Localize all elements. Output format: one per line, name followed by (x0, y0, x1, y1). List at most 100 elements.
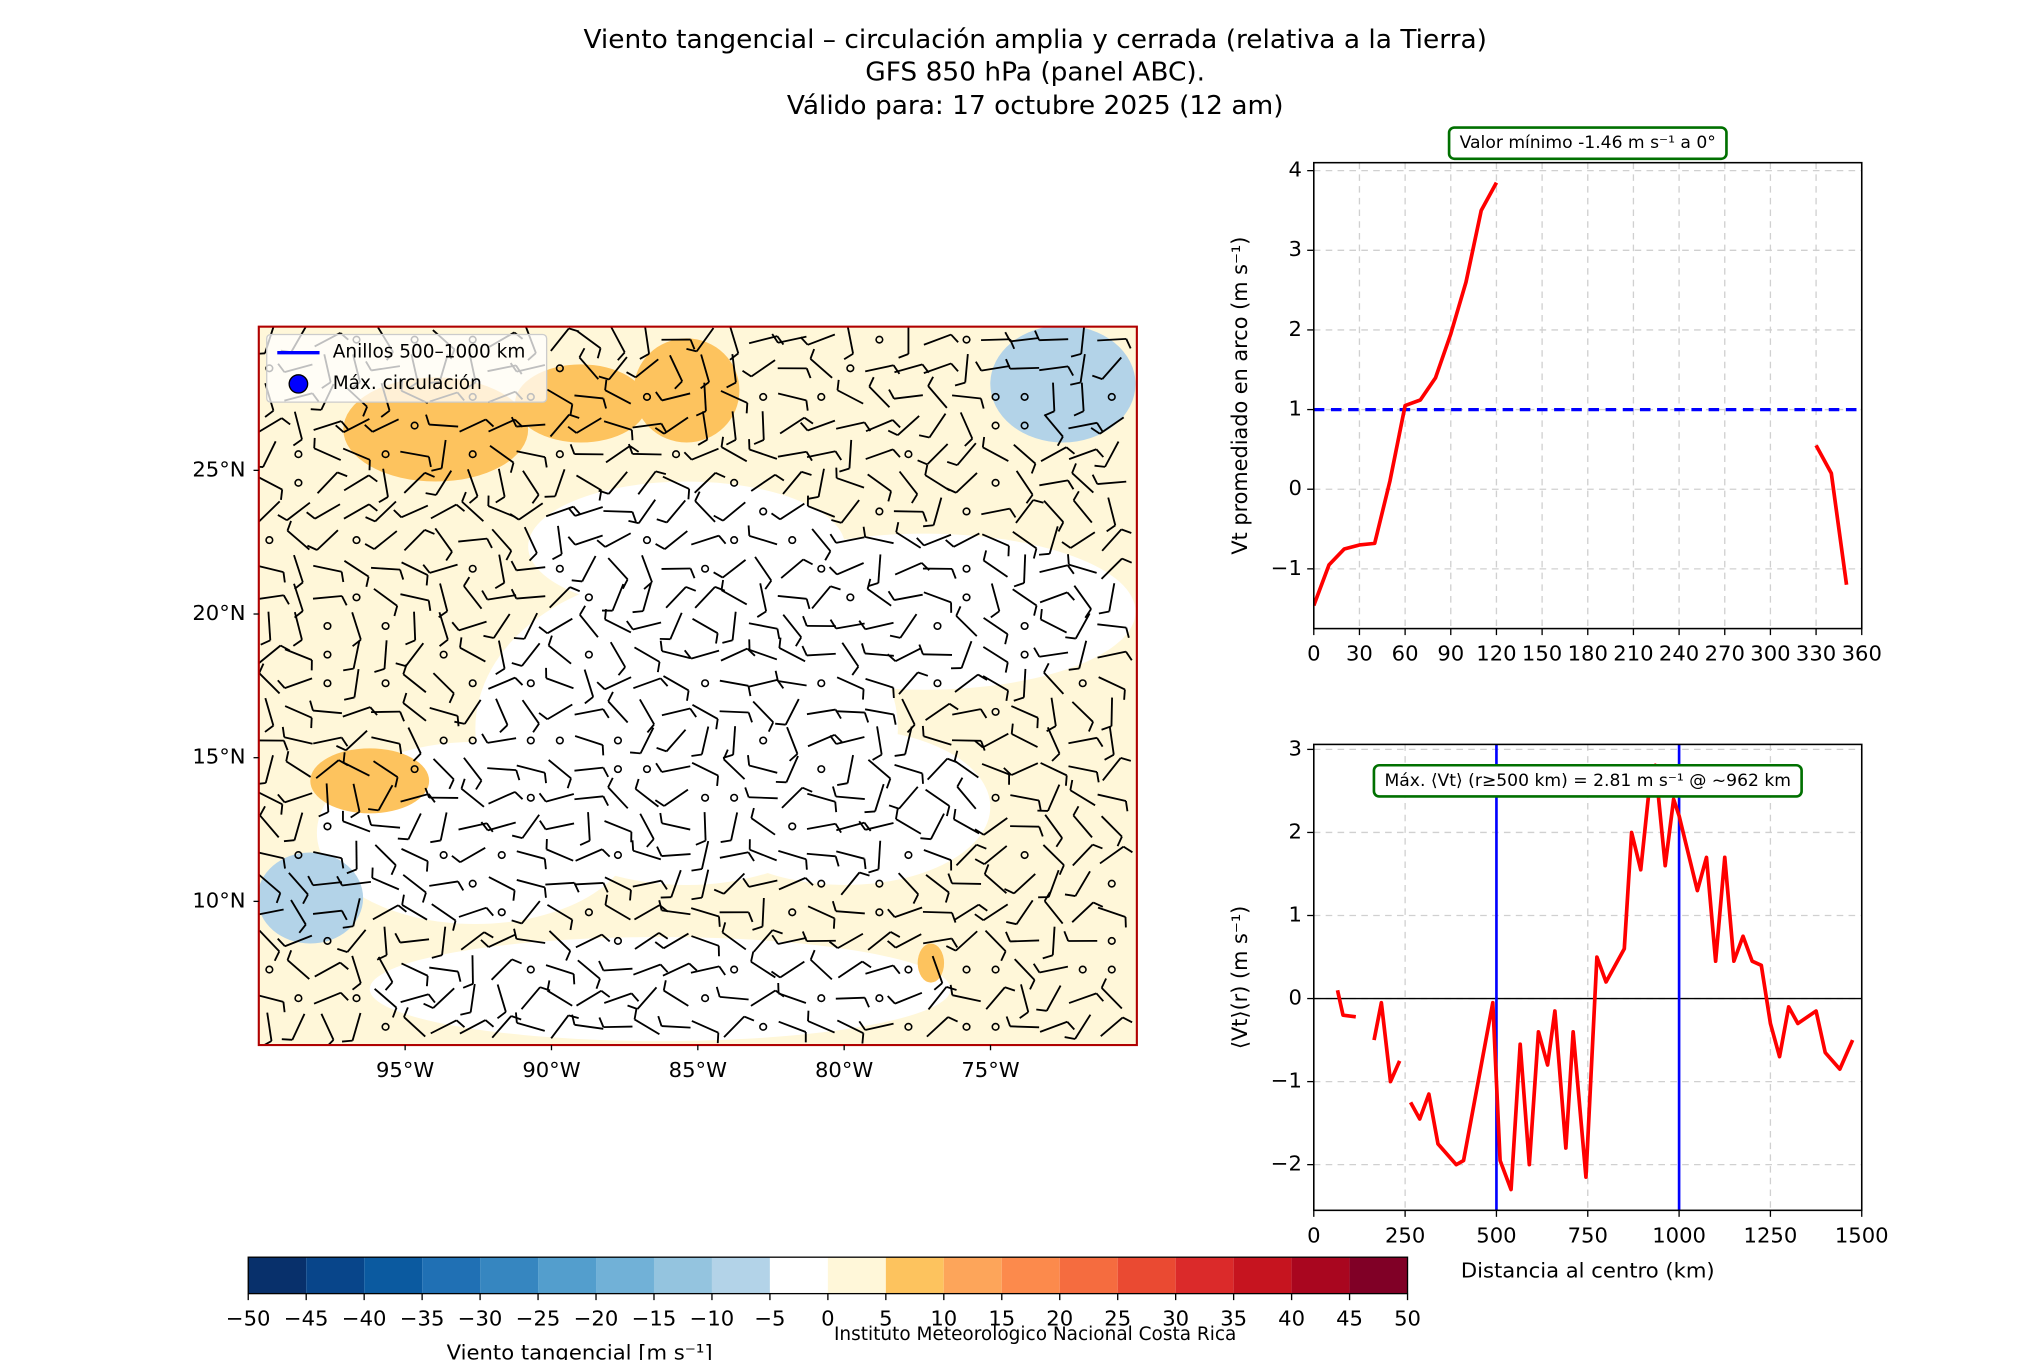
wind-barb (807, 419, 836, 432)
wind-barb-feather (715, 633, 719, 644)
wind-barb-feather (863, 997, 870, 1008)
wind-barb (498, 554, 506, 583)
wind-barb (400, 993, 429, 1004)
wind-barb (691, 1020, 719, 1034)
wind-barb (661, 765, 691, 773)
wind-barb-feather (571, 1014, 576, 1026)
wind-barb-feather (602, 398, 607, 409)
wind-barb (923, 333, 952, 346)
wind-barb-feather (336, 745, 347, 752)
wind-barb-feather (260, 639, 271, 646)
wind-barb (923, 533, 952, 547)
wind-barb-feather (280, 489, 284, 500)
wind-barb (1074, 1014, 1092, 1040)
wind-barb (1068, 736, 1098, 745)
wind-barb (608, 356, 628, 381)
colorbar-segment (653, 1257, 712, 1294)
wind-barb-feather (974, 858, 985, 865)
wind-barb-feather (830, 585, 841, 591)
calm-marker (642, 536, 652, 545)
wind-barb (1010, 366, 1040, 370)
wind-barb-feather (892, 364, 901, 375)
wind-barb (836, 850, 865, 860)
wind-barb-feather (485, 418, 495, 428)
field-patch (310, 748, 430, 814)
colorbar-tick-label: 10 (930, 1307, 957, 1331)
wind-barb (663, 989, 689, 1007)
wind-barb (1015, 899, 1034, 925)
wind-barb (575, 474, 602, 492)
wind-barb-feather (483, 931, 494, 939)
wind-barb-feather (505, 550, 513, 561)
wind-barb (749, 848, 777, 862)
wind-barb-feather (313, 437, 316, 449)
wind-barb (521, 900, 541, 925)
wind-barb (1040, 618, 1068, 634)
wind-barb (610, 326, 626, 353)
field-patch (258, 852, 364, 944)
wind-barb-feather (795, 636, 803, 647)
wind-barb-feather (1104, 753, 1115, 761)
wind-barb (516, 1021, 546, 1032)
wind-barb (460, 931, 485, 951)
x-tick-label: 0 (1307, 642, 1320, 666)
wind-barb (1044, 814, 1063, 839)
wind-barb-feather (832, 918, 836, 929)
wind-barb-feather (829, 735, 838, 745)
wind-barb (1107, 497, 1117, 526)
calm-marker (613, 936, 623, 945)
wind-barb-feather (655, 391, 663, 401)
wind-barb (351, 955, 362, 984)
wind-barb-feather (342, 752, 346, 763)
wind-barb-feather (629, 445, 640, 453)
y-tick-label: −2 (1271, 1152, 1302, 1176)
wind-barb (516, 879, 546, 889)
wind-barb (1097, 337, 1127, 342)
wind-barb-feather (861, 960, 872, 969)
wind-barb-feather (607, 691, 614, 702)
wind-barb-feather (657, 1015, 663, 1027)
wind-barb (325, 783, 330, 813)
calm-marker (323, 679, 332, 688)
wind-barb (835, 996, 865, 1000)
wind-barb (1072, 814, 1093, 838)
calm-marker (642, 392, 652, 401)
wind-barb-feather (695, 839, 706, 846)
colorbar-tick-label: 50 (1394, 1307, 1421, 1331)
wind-barb-feather (688, 962, 698, 972)
wind-barb-feather (858, 820, 867, 831)
wind-barb (1110, 697, 1113, 727)
wind-barb (1039, 338, 1069, 342)
wind-barb-feather (626, 620, 634, 631)
wind-barb-feather (486, 822, 494, 833)
calm-marker (730, 536, 739, 545)
calm-marker (323, 650, 332, 659)
wind-barb-feather (598, 489, 610, 495)
wind-barb-feather (461, 491, 467, 503)
wind-barb (723, 872, 746, 895)
wind-barb (516, 764, 546, 774)
wind-barb-feather (310, 408, 322, 411)
wind-barb-feather (695, 410, 707, 417)
wind-barb (575, 933, 603, 949)
wind-barb (343, 418, 370, 433)
wind-barb (754, 556, 773, 582)
wind-barb-feather (369, 706, 378, 716)
wind-barb-feather (1095, 448, 1105, 458)
wind-barb (924, 474, 951, 492)
wind-barb-feather (912, 893, 920, 904)
wind-barb-feather (802, 615, 808, 627)
wind-barb-feather (1098, 610, 1110, 615)
wind-barb-feather (1029, 979, 1036, 990)
wind-barb (1071, 701, 1094, 723)
wind-barb (546, 703, 573, 721)
wind-barb (1050, 697, 1057, 727)
wind-barb-feather (950, 938, 959, 948)
wind-barb (778, 647, 806, 663)
wind-barb-feather (1122, 1016, 1133, 1024)
wind-barb-feather (945, 945, 957, 952)
wind-barb (895, 647, 922, 662)
x-tick-label: 750 (1568, 1223, 1608, 1247)
wind-barb-feather (513, 637, 525, 640)
wind-barb-feather (402, 692, 408, 704)
